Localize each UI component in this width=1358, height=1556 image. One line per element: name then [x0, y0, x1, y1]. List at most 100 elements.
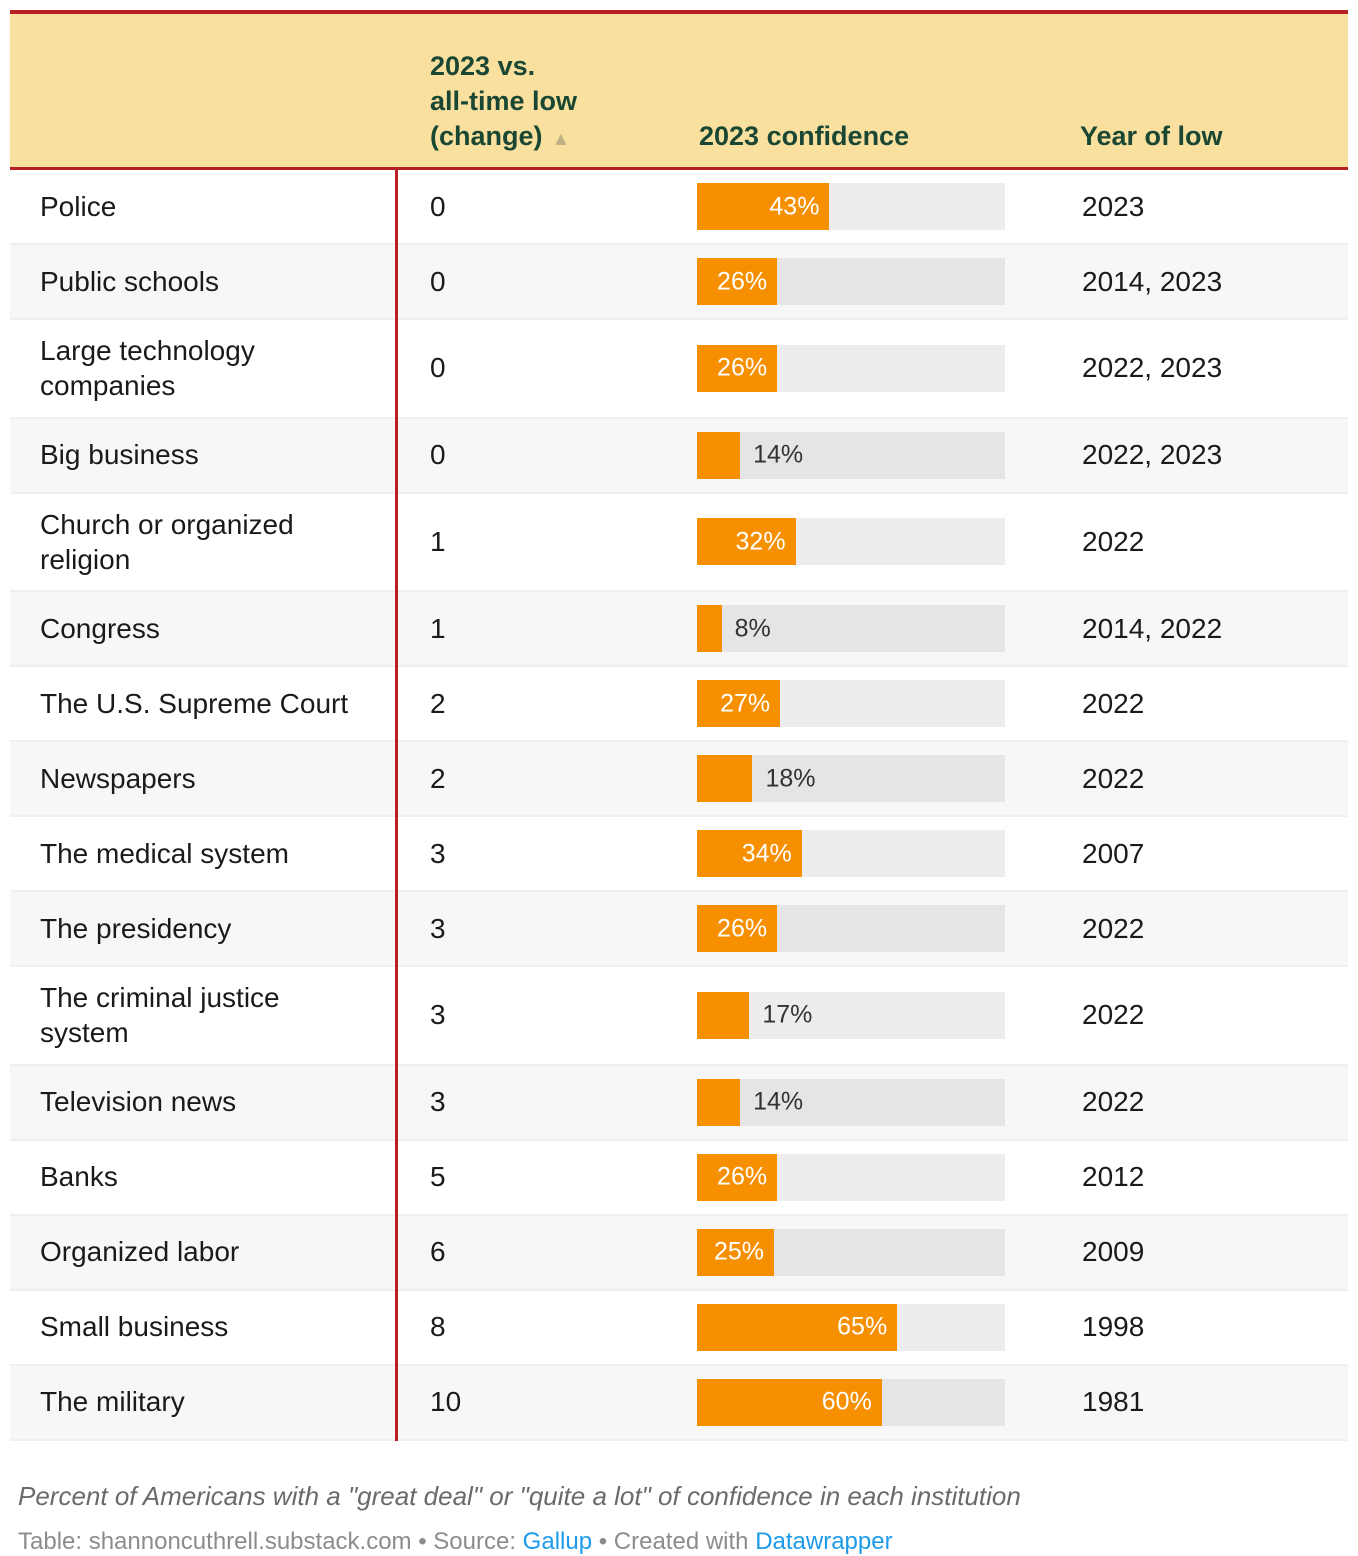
source-link-gallup[interactable]: Gallup: [522, 1527, 593, 1555]
year-of-low-value: 2022: [1082, 1086, 1145, 1118]
confidence-cell: 34%: [697, 830, 1080, 878]
change-value: 1: [430, 612, 446, 644]
confidence-bar: [697, 183, 830, 230]
year-of-low-value: 2014, 2023: [1082, 265, 1223, 297]
confidence-cell: 8%: [697, 605, 1080, 653]
institution-label: The medical system: [40, 837, 289, 869]
column-header-year[interactable]: Year of low: [1080, 120, 1223, 151]
confidence-bar-track: 65%: [697, 1303, 1005, 1351]
table-row: Small business 8 65% 1998: [10, 1290, 1348, 1366]
institution-label: The military: [40, 1386, 185, 1418]
year-of-low-value: 2023: [1082, 190, 1145, 222]
year-of-low-value: 2022: [1082, 525, 1145, 557]
table-body: Police 0 43% 2023 Public schools 0 26%: [10, 170, 1348, 1441]
confidence-bar: [697, 605, 722, 653]
confidence-bar-track: 43%: [697, 183, 1005, 230]
year-of-low-value: 2014, 2022: [1082, 612, 1223, 644]
credit-text: Table: shannoncuthrell.substack.com • So…: [18, 1527, 523, 1555]
change-value: 2: [430, 762, 446, 794]
change-value: 8: [430, 1311, 446, 1343]
table-row: The criminal justice system 3 17% 2022: [10, 967, 1348, 1066]
change-value: 3: [430, 912, 446, 944]
year-of-low-value: 2022, 2023: [1082, 352, 1223, 384]
table-row: Newspapers 2 18% 2022: [10, 742, 1348, 818]
confidence-bar-label: 26%: [717, 353, 768, 382]
confidence-bar-label: 18%: [765, 764, 816, 793]
confidence-bar: [697, 1378, 882, 1426]
year-of-low-value: 2012: [1082, 1161, 1145, 1193]
confidence-bar-track: 18%: [697, 755, 1005, 803]
confidence-bar-track: 17%: [697, 991, 1005, 1039]
confidence-bar: [697, 991, 750, 1039]
table-row: The presidency 3 26% 2022: [10, 892, 1348, 968]
confidence-bar-track: 14%: [697, 1078, 1005, 1126]
year-of-low-value: 2007: [1082, 837, 1145, 869]
confidence-bar-label: 32%: [735, 527, 786, 556]
confidence-bar: [697, 258, 778, 305]
table-row: Police 0 43% 2023: [10, 170, 1348, 245]
institution-label: Public schools: [40, 265, 219, 297]
confidence-bar: [697, 680, 781, 728]
confidence-bar: [697, 431, 741, 479]
confidence-bar-track: 26%: [697, 905, 1005, 953]
confidence-cell: 60%: [697, 1378, 1080, 1426]
table-row: The medical system 3 34% 2007: [10, 817, 1348, 893]
change-value: 0: [430, 265, 446, 297]
change-value: 3: [430, 999, 446, 1031]
institution-label: Organized labor: [40, 1236, 240, 1268]
confidence-cell: 27%: [697, 680, 1080, 728]
confidence-bar: [697, 755, 753, 803]
table-credit: Table: shannoncuthrell.substack.com • So…: [18, 1528, 1340, 1556]
institution-label: Television news: [40, 1086, 237, 1118]
confidence-bar: [697, 1153, 778, 1201]
confidence-bar: [697, 830, 802, 878]
confidence-bar-track: 60%: [697, 1378, 1005, 1426]
tool-link-datawrapper[interactable]: Datawrapper: [755, 1527, 893, 1555]
change-value: 2: [430, 687, 446, 719]
institution-label: Church or organized religion: [40, 508, 294, 575]
year-of-low-value: 2022, 2023: [1082, 439, 1223, 471]
confidence-bar-track: 8%: [697, 605, 1005, 653]
confidence-table: 2023 vs. all-time low (change) ▲ 2023 con…: [10, 10, 1348, 1441]
confidence-bar-track: 27%: [697, 680, 1005, 728]
confidence-bar-label: 25%: [713, 1237, 764, 1266]
confidence-bar: [697, 905, 778, 953]
institution-label: Large technology companies: [40, 335, 255, 402]
confidence-cell: 18%: [697, 755, 1080, 803]
institution-label: The criminal justice system: [40, 982, 280, 1049]
institution-label: Big business: [40, 439, 199, 471]
year-of-low-value: 2022: [1082, 762, 1145, 794]
confidence-bar-track: 14%: [697, 431, 1005, 479]
year-of-low-value: 2009: [1082, 1236, 1145, 1268]
column-header-change[interactable]: 2023 vs. all-time low (change) ▲: [395, 49, 697, 154]
confidence-bar-track: 25%: [697, 1228, 1005, 1276]
table-row: Television news 3 14% 2022: [10, 1065, 1348, 1141]
year-of-low-value: 1981: [1082, 1386, 1145, 1418]
institution-label: Small business: [40, 1311, 229, 1343]
change-value: 3: [430, 837, 446, 869]
confidence-bar: [697, 344, 778, 392]
sort-ascending-icon[interactable]: ▲: [551, 128, 571, 150]
confidence-bar-label: 26%: [717, 267, 768, 295]
confidence-bar-track: 26%: [697, 1153, 1005, 1201]
change-value: 1: [430, 525, 446, 557]
table-row: Organized labor 6 25% 2009: [10, 1215, 1348, 1291]
confidence-cell: 26%: [697, 258, 1080, 305]
column-header-confidence[interactable]: 2023 confidence: [699, 120, 910, 151]
change-value: 3: [430, 1086, 446, 1118]
confidence-bar-label: 17%: [762, 1000, 813, 1029]
change-value: 0: [430, 439, 446, 471]
change-header-line2: all-time low: [430, 85, 578, 116]
change-value: 10: [430, 1386, 462, 1418]
confidence-bar-label: 27%: [720, 689, 771, 718]
confidence-cell: 32%: [697, 518, 1080, 566]
institution-label: Police: [40, 190, 117, 222]
table-row: The military 10 60% 1981: [10, 1365, 1348, 1441]
change-value: 5: [430, 1161, 446, 1193]
year-of-low-value: 2022: [1082, 687, 1145, 719]
confidence-bar-track: 26%: [697, 258, 1005, 305]
confidence-bar: [697, 1228, 774, 1276]
year-of-low-value: 1998: [1082, 1311, 1145, 1343]
table-row: Public schools 0 26% 2014, 2023: [10, 245, 1348, 320]
